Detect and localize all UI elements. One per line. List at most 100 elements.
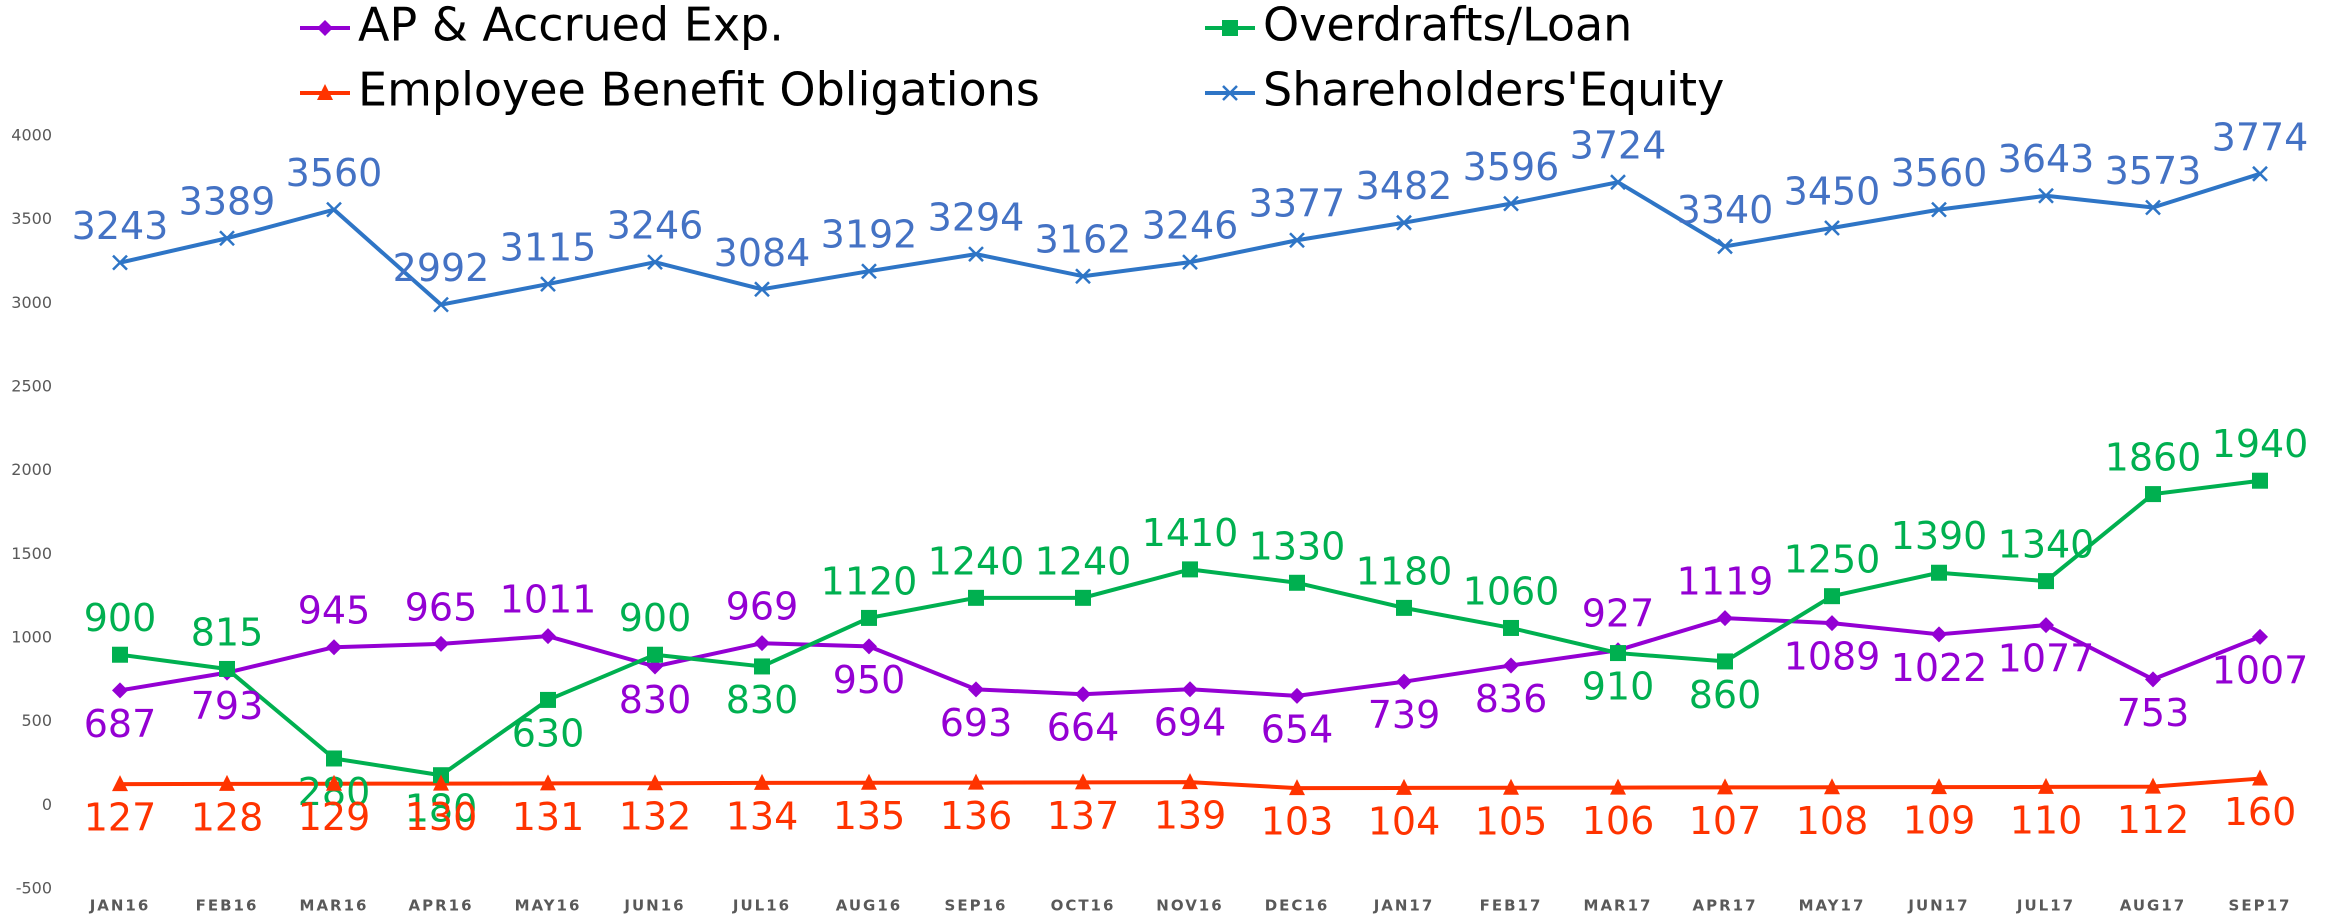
y-tick-label: 4000 bbox=[11, 126, 52, 145]
y-tick-label: 0 bbox=[42, 795, 52, 814]
data-point bbox=[2038, 617, 2054, 634]
legend-label: Employee Benefit Obligations bbox=[358, 63, 1040, 117]
data-label: 108 bbox=[1796, 799, 1869, 843]
data-point bbox=[2145, 777, 2161, 794]
x-tick-label: DEC16 bbox=[1265, 897, 1330, 915]
data-label: 1007 bbox=[2212, 648, 2309, 692]
data-label: 969 bbox=[726, 585, 799, 629]
x-tick-label: AUG16 bbox=[836, 897, 903, 915]
data-label: 630 bbox=[512, 711, 585, 755]
y-tick-label: 1000 bbox=[11, 628, 52, 647]
data-point bbox=[754, 773, 770, 790]
data-label: 3340 bbox=[1677, 188, 1774, 232]
data-label: 3643 bbox=[1998, 137, 2095, 181]
data-label: 106 bbox=[1582, 799, 1655, 843]
data-label: 3482 bbox=[1356, 164, 1453, 208]
data-point bbox=[2038, 573, 2054, 590]
data-point bbox=[2252, 769, 2268, 786]
data-label: 3573 bbox=[2105, 149, 2202, 193]
data-label: 3192 bbox=[821, 213, 918, 257]
data-label: 830 bbox=[726, 678, 799, 722]
data-label: 1011 bbox=[500, 578, 597, 622]
data-label: 136 bbox=[940, 794, 1013, 838]
data-point bbox=[2038, 187, 2054, 204]
data-point bbox=[112, 254, 128, 271]
x-tick-label: APR17 bbox=[1692, 897, 1757, 915]
data-label: 131 bbox=[512, 795, 585, 839]
legend-marker bbox=[317, 20, 333, 36]
y-tick-label: 2000 bbox=[11, 460, 52, 479]
data-label: 965 bbox=[405, 585, 478, 629]
data-label: 135 bbox=[833, 794, 906, 838]
data-label: 132 bbox=[619, 795, 692, 839]
data-label: 103 bbox=[1261, 800, 1334, 844]
data-point bbox=[1182, 681, 1198, 698]
y-tick-label: 2500 bbox=[11, 377, 52, 396]
data-label: 109 bbox=[1903, 799, 1976, 843]
data-point bbox=[433, 296, 449, 313]
data-point bbox=[861, 609, 877, 626]
legend-label: AP & Accrued Exp. bbox=[358, 0, 784, 52]
data-point bbox=[647, 254, 663, 271]
data-label: 1022 bbox=[1891, 646, 1988, 690]
data-point bbox=[754, 658, 770, 675]
data-point bbox=[1931, 201, 1947, 218]
legend-marker bbox=[1222, 20, 1238, 36]
data-point bbox=[647, 774, 663, 791]
data-label: 134 bbox=[726, 794, 799, 838]
data-label: 3246 bbox=[607, 204, 704, 248]
data-point bbox=[1503, 778, 1519, 795]
data-label: 3450 bbox=[1784, 170, 1881, 214]
data-label: 836 bbox=[1475, 677, 1548, 721]
x-tick-label: MAR17 bbox=[1584, 897, 1653, 915]
data-point bbox=[1610, 645, 1626, 662]
data-label: 1940 bbox=[2212, 422, 2309, 466]
data-point bbox=[1396, 778, 1412, 795]
data-label: 3243 bbox=[72, 204, 169, 248]
data-point bbox=[1075, 686, 1091, 703]
x-tick-label: JAN16 bbox=[89, 897, 151, 915]
data-point bbox=[326, 774, 342, 791]
data-label: 1077 bbox=[1998, 637, 2095, 681]
data-point bbox=[219, 660, 235, 677]
data-label: 1240 bbox=[928, 539, 1025, 583]
data-point bbox=[2145, 199, 2161, 216]
data-point bbox=[1289, 232, 1305, 249]
data-point bbox=[1396, 214, 1412, 231]
data-point bbox=[647, 646, 663, 663]
data-point bbox=[1289, 779, 1305, 796]
data-point bbox=[1075, 589, 1091, 606]
x-tick-label: MAY16 bbox=[515, 897, 582, 915]
data-point bbox=[112, 682, 128, 699]
data-point bbox=[326, 201, 342, 218]
data-label: 815 bbox=[191, 610, 264, 654]
data-point bbox=[968, 246, 984, 263]
data-point bbox=[968, 589, 984, 606]
data-point bbox=[861, 263, 877, 280]
legend-marker bbox=[1222, 85, 1238, 101]
x-tick-label: OCT16 bbox=[1051, 897, 1116, 915]
data-label: 3560 bbox=[1891, 151, 1988, 195]
x-tick-label: FEB17 bbox=[1480, 897, 1543, 915]
y-tick-label: 500 bbox=[21, 711, 52, 730]
data-point bbox=[2038, 777, 2054, 794]
data-label: 1060 bbox=[1463, 569, 1560, 613]
data-point bbox=[540, 628, 556, 645]
data-label: 860 bbox=[1689, 673, 1762, 717]
data-point bbox=[2252, 165, 2268, 182]
data-label: 3377 bbox=[1249, 182, 1346, 226]
data-point bbox=[1824, 615, 1840, 632]
x-tick-label: JUL16 bbox=[732, 897, 791, 915]
data-point bbox=[1931, 626, 1947, 643]
data-label: 3560 bbox=[286, 151, 383, 195]
data-label: 160 bbox=[2224, 790, 2297, 834]
data-label: 3246 bbox=[1142, 204, 1239, 248]
data-point bbox=[754, 281, 770, 298]
data-label: 130 bbox=[405, 795, 478, 839]
data-point bbox=[1824, 588, 1840, 605]
x-tick-label: MAR16 bbox=[300, 897, 369, 915]
data-label: 3162 bbox=[1035, 218, 1132, 262]
data-point bbox=[1503, 657, 1519, 674]
data-point bbox=[1289, 574, 1305, 591]
